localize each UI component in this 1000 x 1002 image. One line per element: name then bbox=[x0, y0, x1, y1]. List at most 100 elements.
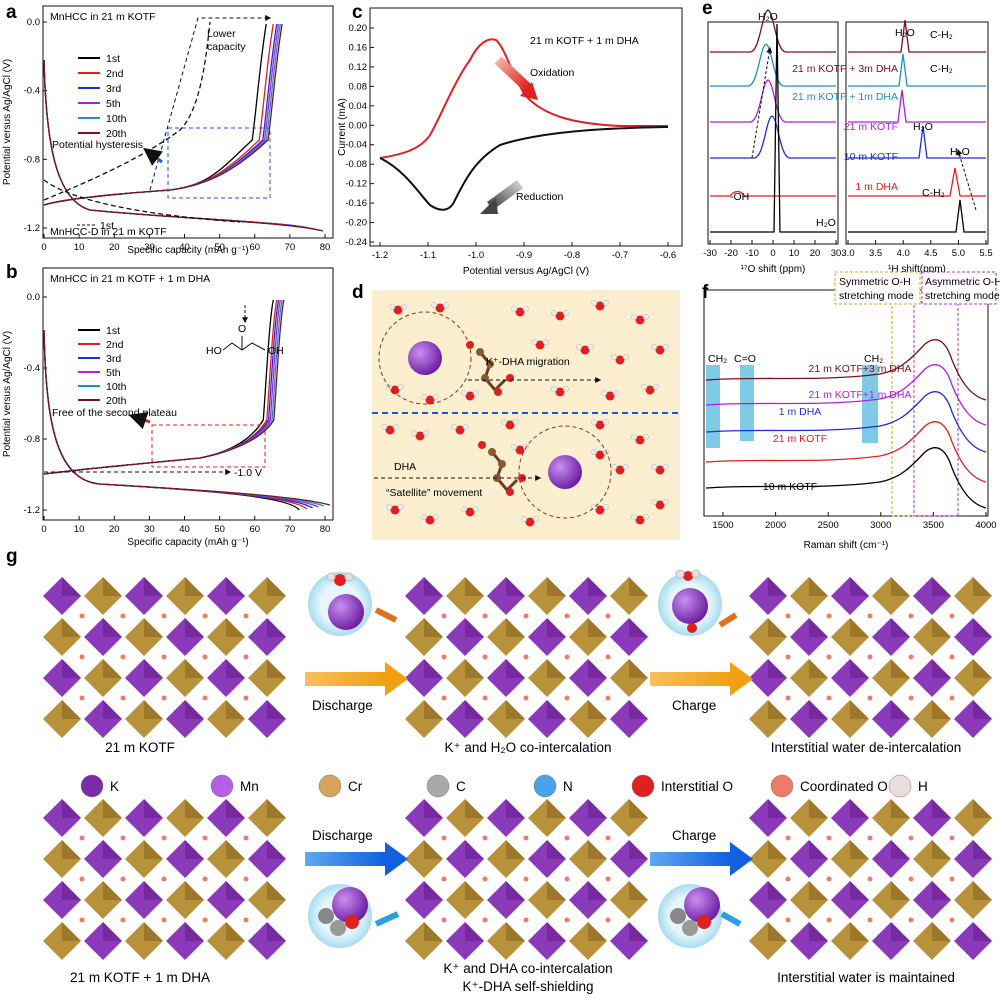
legend-atom-label: Mn bbox=[240, 779, 259, 794]
xb-tick: 70 bbox=[285, 524, 296, 535]
legend-atom-label: Coordinated O bbox=[800, 779, 888, 794]
interstitial-water bbox=[482, 917, 488, 923]
water-hydrogen bbox=[512, 418, 520, 426]
legend-label-b: 2nd bbox=[106, 339, 124, 351]
interstitial-water bbox=[785, 835, 791, 841]
interstitial-water bbox=[785, 613, 791, 619]
panel-letter-d: d bbox=[352, 282, 364, 303]
interstitial-water bbox=[120, 654, 126, 660]
interstitial-water bbox=[441, 654, 447, 660]
water-hydrogen bbox=[662, 343, 670, 351]
curves-a bbox=[43, 21, 324, 232]
raman-sample-label: 21 m KOTF bbox=[773, 433, 827, 445]
interstitial-water bbox=[564, 835, 570, 841]
octahedron-face bbox=[768, 840, 787, 859]
panel-b: b 0 10 20 30 40 50 60 70 80 0.0 -0.4 -0.8 -1.2 MnHCC… bbox=[2, 262, 334, 548]
water-hydrogen bbox=[460, 505, 468, 513]
water-hydrogen bbox=[510, 443, 518, 451]
octahedron-face bbox=[588, 922, 607, 941]
octahedron-face bbox=[267, 799, 286, 818]
label-discharge-1: Discharge bbox=[312, 698, 373, 713]
water-oxygen bbox=[595, 505, 605, 515]
octahedron-face bbox=[506, 922, 525, 941]
interstitial-water bbox=[79, 917, 85, 923]
interstitial-water bbox=[605, 876, 611, 882]
interstitial-water bbox=[523, 695, 529, 701]
xa-tick: 10 bbox=[74, 242, 85, 253]
xa-tick: 60 bbox=[249, 242, 260, 253]
octahedron-face bbox=[103, 840, 122, 859]
yc-tick: 0.00 bbox=[349, 120, 368, 131]
band-ch2-right bbox=[862, 365, 878, 443]
interstitial-water bbox=[867, 917, 873, 923]
lattice-r1-mid bbox=[405, 577, 648, 738]
water-hydrogen bbox=[630, 313, 638, 321]
octahedron-face bbox=[226, 618, 245, 637]
legend-atom-swatch bbox=[770, 774, 794, 798]
water-oxygen bbox=[455, 425, 465, 435]
nmr-sample-label: 21 m KOTF + 3m DHA bbox=[792, 63, 898, 75]
octahedron-face bbox=[62, 659, 81, 678]
ya-tick: -1.2 bbox=[24, 223, 40, 234]
octahedron-face bbox=[62, 577, 81, 596]
octahedron-face bbox=[809, 577, 828, 596]
interstitial-water bbox=[441, 917, 447, 923]
interstitial-water bbox=[908, 917, 914, 923]
legend-label-a: 1st bbox=[106, 53, 120, 65]
yb-tick: -0.8 bbox=[24, 434, 40, 445]
yc-tick: 0.16 bbox=[349, 42, 368, 53]
interstitial-water bbox=[785, 695, 791, 701]
legend-atom-label: N bbox=[563, 779, 573, 794]
interstitial-water bbox=[202, 695, 208, 701]
label-charge-1: Charge bbox=[672, 698, 716, 713]
interstitial-water bbox=[120, 835, 126, 841]
panel-a: a 0 10 20 30 40 50 60 70 80 0.0 -0.4 -0.8 -1.2 MnHCC… bbox=[2, 2, 334, 256]
octahedron-face bbox=[506, 840, 525, 859]
water-oxygen bbox=[465, 507, 475, 517]
water-hydrogen bbox=[650, 343, 658, 351]
interstitial-water bbox=[441, 835, 447, 841]
water-hydrogen bbox=[602, 418, 610, 426]
octahedron-face bbox=[932, 922, 951, 941]
label-satellite-movement: “Satellite” movement bbox=[386, 487, 482, 499]
octahedron-face bbox=[850, 659, 869, 678]
annot-minus1v: -1.0 V bbox=[234, 467, 262, 479]
discharge-curve-b bbox=[43, 329, 331, 506]
octahedron-face bbox=[226, 922, 245, 941]
octahedron-face bbox=[973, 577, 992, 596]
octahedron-face bbox=[809, 618, 828, 637]
octahedron-face bbox=[629, 618, 648, 637]
water-hydrogen bbox=[642, 433, 650, 441]
water-hydrogen bbox=[500, 418, 508, 426]
octahedron-face bbox=[891, 577, 910, 596]
xf-tick: 3000 bbox=[870, 520, 891, 531]
solvation-shell-top bbox=[378, 311, 472, 405]
charge-arrow-1 bbox=[650, 672, 730, 686]
interstitial-water bbox=[202, 835, 208, 841]
label-oxidation: Oxidation bbox=[530, 67, 575, 79]
octahedron-face bbox=[768, 922, 787, 941]
octahedron-face bbox=[588, 700, 607, 719]
xe-l-tick: 0 bbox=[770, 248, 775, 259]
ylabel-b: Potential versus Ag/AgCl (V) bbox=[2, 331, 13, 457]
legend-label-a: 10th bbox=[106, 113, 127, 125]
h1-spectrum bbox=[848, 167, 986, 197]
raman-sample-label: 1 m DHA bbox=[779, 406, 822, 418]
label-ch2-left: CH₂ bbox=[708, 353, 727, 365]
interstitial-water bbox=[243, 917, 249, 923]
water-hydrogen bbox=[622, 463, 630, 471]
legend-label-b: 5th bbox=[106, 367, 121, 379]
water-hydrogen bbox=[430, 301, 438, 309]
octahedron-face bbox=[103, 618, 122, 637]
yc-tick: -0.12 bbox=[345, 179, 367, 190]
water-oxygen bbox=[595, 450, 605, 460]
octahedron-face bbox=[185, 799, 204, 818]
xe-l-tick: 10 bbox=[789, 248, 800, 259]
label-symmetric-1: Symmetric O-H bbox=[839, 276, 911, 288]
octahedron-face bbox=[850, 840, 869, 859]
interstitial-water bbox=[482, 835, 488, 841]
xc-tick: -1.1 bbox=[420, 250, 436, 261]
octahedron-face bbox=[629, 659, 648, 678]
raman-sample-label: 10 m KOTF bbox=[763, 481, 817, 493]
dashed-discharge-a bbox=[43, 179, 241, 223]
